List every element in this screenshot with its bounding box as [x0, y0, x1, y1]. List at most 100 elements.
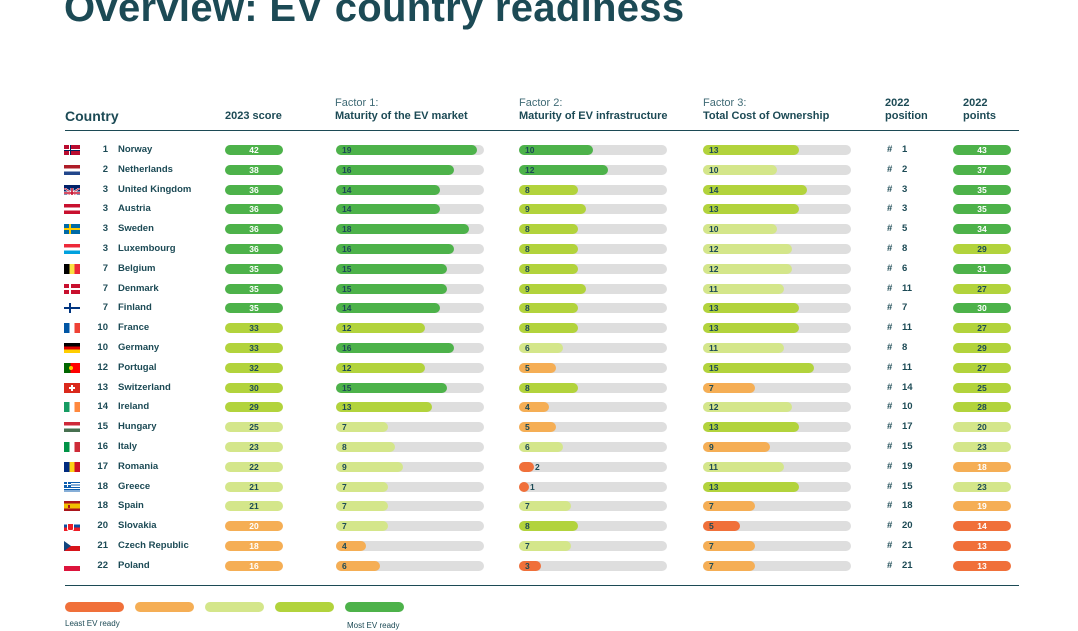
- position-2022: #2: [887, 164, 907, 175]
- table-row: 22 Poland 16 6 3 7 #21 13: [0, 556, 1078, 576]
- factor2-bar-value: 8: [525, 323, 530, 334]
- factor3-bar-fill: 12: [703, 263, 792, 274]
- factor2-bar-fill: 1: [519, 481, 535, 492]
- table-row: 14 Ireland 29 13 4 12 #10 28: [0, 397, 1078, 417]
- score-2023: 32: [225, 362, 283, 373]
- factor1-bar-value: 15: [342, 283, 352, 294]
- rank-cell: 10: [97, 322, 108, 334]
- score-2023: 38: [225, 164, 283, 175]
- factor2-bar-value: 1: [530, 481, 535, 492]
- factor2-bar-track: 9: [519, 283, 667, 294]
- rank-cell: 16: [97, 441, 108, 452]
- factor2-bar-value: 9: [525, 204, 530, 215]
- factor1-bar-track: 18: [336, 224, 484, 235]
- factor2-bar-track: 7: [519, 501, 667, 512]
- factor1-bar-value: 7: [342, 422, 347, 433]
- position-hash: #: [887, 480, 893, 492]
- factor3-bar-track: 9: [703, 442, 851, 452]
- score-2023: 20: [225, 521, 283, 532]
- factor2-bar-track: 7: [519, 541, 667, 551]
- flag-icon-ch: [64, 382, 80, 393]
- factor2-bar-value: 8: [525, 244, 530, 254]
- position-2022: #8: [887, 342, 907, 353]
- factor3-bar-value: 9: [709, 442, 714, 452]
- country-name: Italy: [118, 441, 138, 452]
- factor1-bar-value: 12: [342, 323, 352, 334]
- score-2023: 33: [225, 343, 283, 353]
- table-row: 3 Luxembourg 36 16 8 12 #8 29: [0, 239, 1078, 259]
- factor2-bar-track: 8: [519, 521, 667, 532]
- position-value: 21: [902, 559, 913, 571]
- factor2-bar-value: 8: [525, 382, 530, 393]
- score-2023: 21: [225, 501, 283, 512]
- table-row: 15 Hungary 25 7 5 13 #17 20: [0, 417, 1078, 437]
- position-value: 17: [902, 421, 913, 433]
- factor2-bar-value: 8: [525, 521, 530, 532]
- factor3-bar-track: 13: [703, 303, 851, 314]
- position-hash: #: [887, 183, 893, 195]
- country-name: France: [118, 322, 150, 334]
- flag-icon-fr: [64, 323, 80, 334]
- factor2-bar-value: 8: [525, 263, 530, 274]
- factor3-bar-value: 7: [709, 541, 714, 551]
- flag-icon-fi: [64, 303, 80, 314]
- factor3-bar-fill: 10: [703, 164, 777, 175]
- rank-cell: 3: [102, 243, 108, 254]
- factor2-bar-track: 8: [519, 224, 667, 235]
- position-value: 2: [902, 163, 908, 175]
- rank-cell: 21: [97, 540, 108, 551]
- factor2-bar-value: 8: [525, 184, 530, 195]
- factor2-bar-fill: 9: [519, 283, 586, 294]
- country-name: Romania: [118, 460, 159, 472]
- position-2022: #11: [887, 362, 912, 373]
- factor2-bar-fill: 5: [519, 422, 556, 433]
- factor3-bar-fill: 13: [703, 204, 799, 215]
- country-name: Netherlands: [118, 163, 173, 175]
- position-2022: #17: [887, 421, 913, 432]
- position-hash: #: [887, 243, 893, 254]
- position-2022: #19: [887, 461, 913, 472]
- points-2022: 31: [953, 263, 1011, 274]
- factor2-bar-value: 10: [525, 145, 535, 155]
- legend-swatch-4: [275, 602, 334, 612]
- position-2022: #11: [887, 322, 912, 333]
- rank-cell: 7: [102, 282, 108, 294]
- points-2022: 25: [953, 382, 1011, 393]
- factor1-bar-track: 15: [336, 283, 484, 294]
- position-value: 1: [902, 144, 908, 155]
- factor1-bar-track: 13: [336, 402, 484, 413]
- factor1-bar-track: 4: [336, 541, 484, 551]
- factor1-bar-track: 7: [336, 521, 484, 532]
- country-name: Czech Republic: [118, 540, 189, 551]
- factor3-bar-track: 10: [703, 224, 851, 235]
- factor2-bar-fill: 8: [519, 263, 578, 274]
- factor3-bar-track: 12: [703, 263, 851, 274]
- position-2022: #15: [887, 480, 913, 492]
- factor1-bar-track: 12: [336, 362, 484, 373]
- factor3-bar-fill: 5: [703, 521, 740, 532]
- rank-cell: 18: [97, 500, 108, 512]
- points-2022: 29: [953, 244, 1011, 254]
- factor2-bar-value: 2: [535, 461, 540, 472]
- rank-cell: 2: [102, 163, 108, 175]
- factor3-bar-value: 15: [709, 362, 719, 373]
- score-2023: 29: [225, 402, 283, 413]
- factor3-bar-track: 13: [703, 422, 851, 433]
- position-2022: #21: [887, 540, 913, 551]
- factor1-bar-track: 7: [336, 422, 484, 433]
- factor1-bar-value: 14: [342, 204, 352, 215]
- factor2-bar-fill: 9: [519, 204, 586, 215]
- flag-icon-nl: [64, 164, 80, 175]
- factor3-bar-fill: 11: [703, 283, 784, 294]
- score-2023: 42: [225, 145, 283, 155]
- country-name: Luxembourg: [118, 243, 176, 254]
- factor3-bar-track: 7: [703, 541, 851, 551]
- flag-icon-ie: [64, 402, 80, 413]
- factor2-bar-value: 9: [525, 283, 530, 294]
- factor3-bar-track: 13: [703, 481, 851, 492]
- factor3-bar-value: 12: [709, 402, 719, 413]
- factor3-bar-track: 11: [703, 461, 851, 472]
- position-value: 3: [902, 183, 908, 195]
- country-name: Sweden: [118, 223, 154, 235]
- factor3-bar-track: 15: [703, 362, 851, 373]
